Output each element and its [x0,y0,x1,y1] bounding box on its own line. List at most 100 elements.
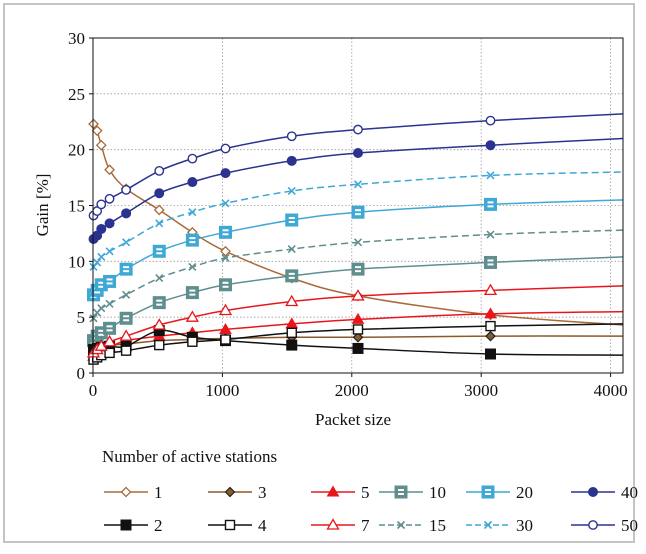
legend-item-20: 20 [466,483,533,502]
series-5-point [484,307,497,319]
series-20-point [185,233,199,247]
series-40-point [485,140,496,151]
legend-item-3: 3 [208,483,267,502]
series-3-point [352,331,364,343]
series-7-point [185,310,200,322]
legend-marker-15 [396,520,406,530]
series-30 [89,171,624,271]
series-7 [86,283,624,358]
series-7-point [218,303,233,316]
series-20 [87,197,624,302]
series-20-point [351,205,365,219]
series-15 [89,229,624,323]
x-tick-label: 2000 [335,381,369,400]
series-1-point [91,125,103,137]
legend-label-1: 1 [154,483,163,502]
series-50-point [353,124,363,135]
series-50-point [286,131,297,142]
series-4-point [286,327,297,338]
series-7-point [119,329,133,341]
x-tick-label: 1000 [205,381,239,400]
series-15-point [221,253,230,263]
series-10-point [219,278,232,292]
legend-label-15: 15 [429,516,446,535]
legend-label-20: 20 [516,483,533,502]
series-1-point [153,204,165,216]
series-20-point [119,262,133,276]
series-4 [88,320,624,365]
series-4-point [485,320,496,332]
series-40-point [286,155,297,166]
legend-title: Number of active stations [102,447,277,466]
x-tick-label: 3000 [464,381,498,400]
series-2-point [286,339,298,351]
series-1-point [88,118,99,130]
series-7-point [483,283,498,296]
series-15-point [287,244,296,254]
series-15-point [486,230,495,239]
legend-label-3: 3 [258,483,267,502]
series-20-point [285,213,299,227]
legend-marker-2 [120,519,132,531]
x-tick-label: 4000 [594,381,628,400]
series-20-point [484,197,497,211]
series-40 [88,137,624,244]
legend-item-5: 5 [311,483,370,502]
series-50-point [485,115,496,126]
x-axis-label: Packet size [315,410,391,429]
legend-item-2: 2 [104,516,163,535]
series-30-point [221,199,230,208]
series-10-point [152,296,166,310]
series-7-point [152,318,166,330]
legend-item-15: 15 [379,516,446,535]
series-4-point [120,345,132,356]
series-4-point [352,324,364,335]
legend-marker-4 [224,519,236,531]
series-3-point [485,330,496,342]
series-30-point [97,252,106,261]
series-layer [86,113,624,365]
legend-marker-40 [588,487,598,497]
series-30-point [486,171,495,180]
series-15-point [97,304,106,313]
series-10 [87,255,624,348]
legend-item-10: 10 [379,483,446,502]
legend-item-40: 40 [571,483,638,502]
series-15-point [353,238,363,247]
series-30-point [105,247,114,256]
series-50-point [104,193,115,204]
legend-marker-3 [224,486,236,498]
series-7-point [285,294,299,307]
series-10-point [484,255,497,269]
series-40-point [220,168,231,179]
series-5-point [351,312,365,324]
series-20-point [103,274,117,288]
legend-label-40: 40 [621,483,638,502]
grid-lines [93,38,623,373]
legend-marker-5 [326,485,340,497]
series-50-point [96,199,107,210]
series-15-point [122,290,131,299]
legend-label-50: 50 [621,516,638,535]
series-2-point [352,342,364,354]
series-50-point [121,184,132,195]
legend-item-7: 7 [311,516,370,535]
chart-frame [3,3,635,543]
legend-label-10: 10 [429,483,446,502]
series-15-point [89,314,98,323]
x-tick-label: 0 [89,381,98,400]
axes: 0 5 10 15 20 25 30 0 1000 2000 3000 4000 [68,29,628,400]
series-50-point [154,165,165,176]
series-30-point [353,180,363,189]
y-tick-label: 15 [68,197,85,216]
series-15-point [155,274,164,283]
legend-item-4: 4 [208,516,267,535]
series-40-point [121,208,132,219]
y-tick-label: 5 [77,308,86,327]
series-50 [88,113,624,221]
series-1-point [95,139,107,151]
legend-item-1: 1 [104,483,163,502]
series-30-point [122,238,131,247]
y-axis-label: Gain [%] [33,174,52,237]
series-2-point [485,348,496,360]
